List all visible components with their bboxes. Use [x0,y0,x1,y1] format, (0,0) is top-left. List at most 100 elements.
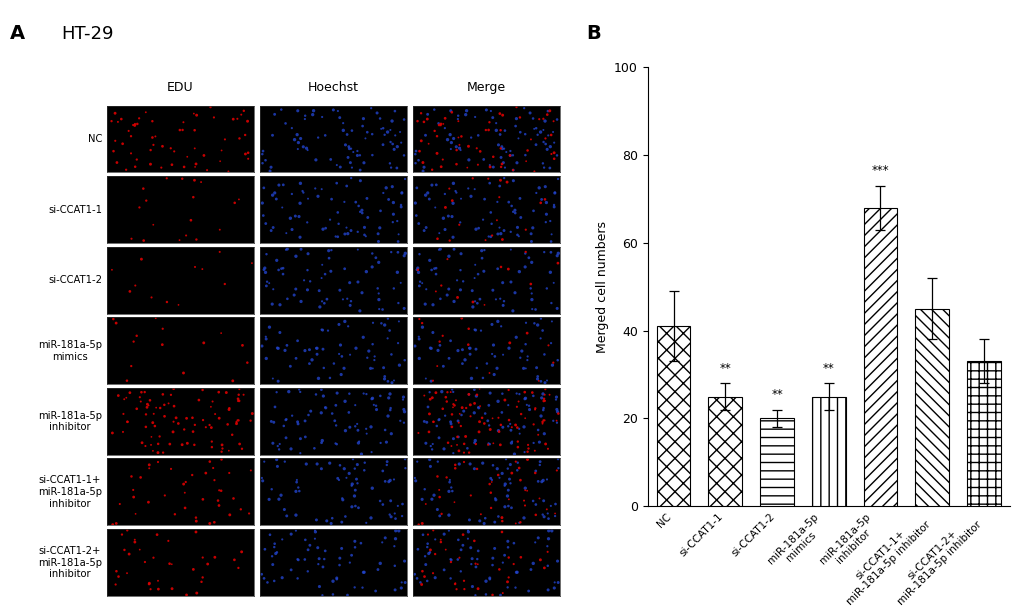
Point [549,355,566,365]
Point [528,188,544,198]
Point [136,235,152,245]
Point [116,545,132,555]
Point [484,553,500,563]
Point [482,207,498,217]
Point [384,182,400,192]
Point [537,139,553,149]
Point [514,346,530,356]
Point [447,186,464,196]
Point [228,417,245,427]
Point [287,353,304,363]
Point [256,183,272,193]
Point [326,416,342,426]
Point [516,496,532,506]
Point [372,113,388,123]
Point [255,476,271,486]
Point [435,119,451,129]
Point [448,584,465,594]
Point [452,194,469,204]
Point [179,152,196,162]
Point [501,419,518,429]
Point [263,162,279,172]
Point [469,390,485,400]
Point [432,119,448,129]
Point [544,127,560,137]
Point [492,440,508,450]
Point [544,357,560,367]
Point [468,363,484,373]
Point [283,411,300,420]
Point [498,178,515,187]
Point [392,278,409,288]
Point [495,296,512,306]
Point [377,476,393,486]
Point [407,569,423,579]
Point [463,373,479,383]
Point [545,117,561,126]
Point [200,559,216,569]
Point [484,285,500,295]
Point [324,589,340,599]
Point [418,223,434,232]
Point [438,290,454,300]
Point [346,501,363,511]
Point [532,334,548,343]
Point [503,468,520,478]
Point [389,339,406,348]
Point [417,131,433,140]
Point [534,476,550,486]
Point [393,578,410,587]
Point [378,460,394,470]
Y-axis label: Merged cell numbers: Merged cell numbers [595,221,608,353]
Point [299,285,315,295]
Point [504,151,521,160]
Point [258,249,274,259]
Point [313,325,329,334]
Point [530,476,546,486]
Point [392,202,409,212]
Point [163,464,179,474]
Point [381,326,397,336]
Point [383,429,399,439]
Point [177,231,194,240]
Point [254,149,270,159]
Point [532,457,548,467]
Point [338,473,355,483]
Point [458,110,474,120]
Point [427,269,443,279]
Point [548,418,565,428]
Point [516,422,532,432]
Point [150,584,166,594]
Point [358,518,374,528]
Point [512,517,528,527]
Point [531,437,547,447]
Point [338,223,355,232]
Point [541,106,557,116]
Point [443,486,460,496]
Point [341,350,358,360]
Point [420,139,436,149]
Point [381,159,397,168]
Point [289,555,306,565]
Point [465,297,481,307]
Point [517,129,533,139]
Point [476,518,492,528]
Point [187,527,204,537]
Point [464,582,480,592]
Point [364,262,380,272]
Point [380,393,396,403]
Point [354,208,370,218]
Point [370,229,386,239]
Point [174,125,191,135]
Point [244,409,260,418]
Point [204,442,220,452]
Point [421,427,437,437]
Point [311,286,327,296]
Point [108,518,124,528]
Point [454,529,471,539]
Point [493,142,510,151]
Point [259,277,275,287]
Point [436,411,452,420]
Point [360,213,376,223]
Point [431,414,447,424]
